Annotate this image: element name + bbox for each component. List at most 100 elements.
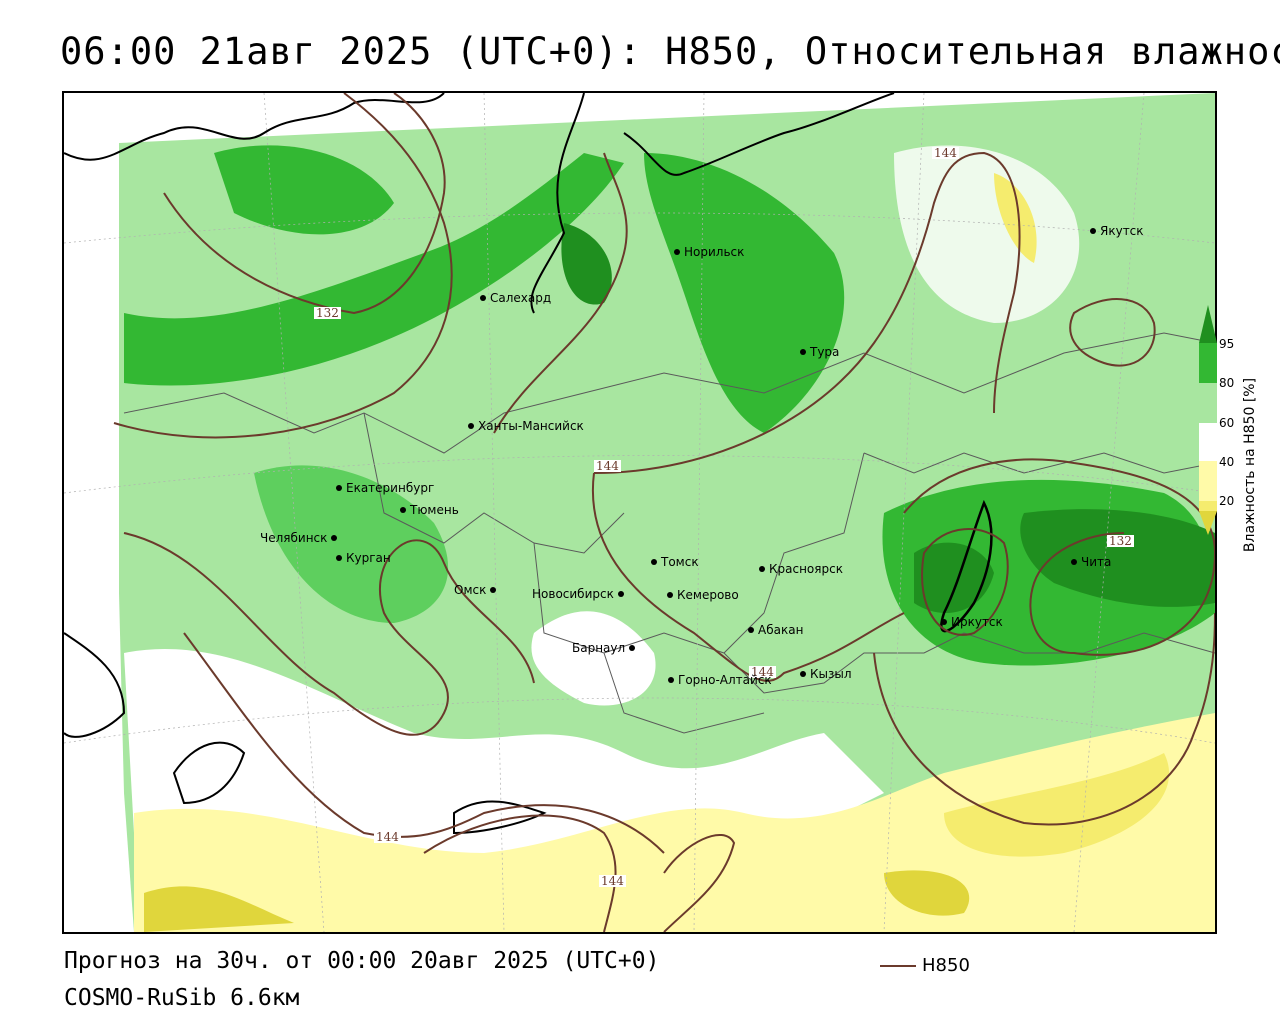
caspian-coastline [64, 632, 126, 738]
colorbar-tick-label: 20 [1219, 494, 1235, 508]
city-dot-icon [490, 587, 497, 593]
contour-label: 144 [599, 874, 626, 888]
colorbar-bin [1199, 461, 1217, 501]
city-dot-icon [468, 423, 474, 429]
city-dot-icon [668, 677, 674, 683]
city-label: Ханты-Мансийск [478, 419, 584, 433]
colorbar-bin [1199, 383, 1217, 423]
colorbar-tick-label: 95 [1219, 337, 1235, 351]
moist-area-ural [254, 465, 449, 623]
city-label: Барнаул [572, 641, 626, 655]
city-marker: Салехард [480, 291, 551, 305]
contour-legend: H850 [880, 955, 970, 976]
contour-label: 144 [932, 146, 959, 160]
city-dot-icon [674, 249, 680, 255]
city-label: Курган [346, 551, 391, 565]
contour-line [113, 93, 453, 439]
city-label: Кемерово [677, 588, 739, 602]
contour-legend-swatch [880, 964, 916, 967]
forecast-info: Прогноз на 30ч. от 00:00 20авг 2025 (UTC… [64, 948, 660, 974]
administrative-borders [123, 332, 1215, 734]
very-dry-patch-2 [944, 753, 1170, 857]
arctic-coastline [64, 93, 895, 314]
page-title: 06:00 21авг 2025 (UTC+0): H850, Относите… [60, 30, 1280, 73]
city-marker: Тура [800, 345, 839, 359]
contour-line [493, 152, 628, 434]
city-marker: Омск [454, 583, 500, 597]
contour-line [1069, 298, 1156, 367]
city-label: Иркутск [951, 615, 1003, 629]
contour-label: 144 [749, 665, 776, 679]
city-dot-icon [748, 627, 754, 633]
city-marker: Челябинск [260, 531, 341, 545]
city-marker: Норильск [674, 245, 744, 259]
contour-label: 132 [1107, 534, 1134, 548]
city-label: Омск [454, 583, 487, 597]
city-dot-icon [629, 645, 636, 651]
city-dot-icon [941, 619, 947, 625]
contour-line [903, 458, 1215, 656]
city-label: Тура [810, 345, 840, 359]
city-dot-icon [1090, 228, 1096, 234]
moist-band-north-west [124, 153, 624, 386]
moist-area-yamal [214, 145, 394, 235]
contour-line [663, 833, 736, 932]
city-marker: Барнаул [572, 641, 639, 655]
city-marker: Томск [651, 555, 699, 569]
city-label: Салехард [490, 291, 552, 305]
city-marker: Кемерово [667, 588, 739, 602]
model-name: COSMO-RuSib 6.6км [64, 985, 300, 1011]
city-marker: Курган [336, 551, 391, 565]
city-marker: Новосибирск [532, 587, 628, 601]
contour-legend-label: H850 [922, 955, 970, 976]
city-dot-icon [480, 295, 486, 301]
city-dot-icon [667, 592, 673, 598]
colorbar-bin [1199, 501, 1217, 511]
colorbar-tick-label: 40 [1219, 455, 1235, 469]
city-label: Челябинск [260, 531, 328, 545]
city-marker: Иркутск [941, 615, 1003, 629]
city-marker: Тюмень [400, 503, 459, 517]
city-label: Томск [661, 555, 699, 569]
city-dot-icon [800, 671, 806, 677]
map-panel: 144 132 144 144 144 144 132 Якутск Норил… [62, 91, 1217, 934]
colorbar [1199, 305, 1217, 535]
city-dot-icon [800, 349, 806, 355]
city-marker: Кызыл [800, 667, 852, 681]
contour-line [591, 472, 905, 682]
city-label: Абакан [758, 623, 804, 637]
city-label: Екатеринбург [346, 481, 435, 495]
city-label: Якутск [1100, 224, 1144, 238]
city-label: Кызыл [810, 667, 852, 681]
city-label: Новосибирск [532, 587, 614, 601]
contour-label: 132 [314, 306, 341, 320]
graticule [64, 93, 1215, 932]
colorbar-tick-label: 60 [1219, 416, 1235, 430]
aral-sea [172, 741, 246, 805]
city-dot-icon [759, 566, 765, 572]
city-dot-icon [331, 535, 338, 541]
humidity-map [64, 93, 1215, 932]
city-label: Тюмень [410, 503, 459, 517]
very-dry-patch-3 [884, 870, 970, 916]
balkhash-lake [453, 800, 547, 835]
contour-line [873, 612, 1215, 826]
city-label: Горно-Алтайск [678, 673, 772, 687]
contour-line [123, 532, 535, 736]
contour-line [423, 814, 617, 932]
colorbar-top-arrow [1199, 305, 1217, 343]
city-marker: Екатеринбург [336, 481, 434, 495]
city-marker: Чита [1071, 555, 1111, 569]
city-dot-icon [400, 507, 406, 513]
colorbar-bin [1199, 423, 1217, 461]
dry-area-south [531, 611, 656, 706]
city-dot-icon [336, 555, 342, 561]
city-dot-icon [336, 485, 342, 491]
city-marker: Красноярск [759, 562, 843, 576]
contour-label: 144 [594, 459, 621, 473]
city-dot-icon [617, 591, 624, 597]
saturated-area-irkutsk [914, 542, 994, 613]
colorbar-title-wrapper: Влажность на H850 [%] [1242, 345, 1266, 585]
dry-patch-yakutia [994, 173, 1037, 263]
colorbar-bin [1199, 343, 1217, 383]
